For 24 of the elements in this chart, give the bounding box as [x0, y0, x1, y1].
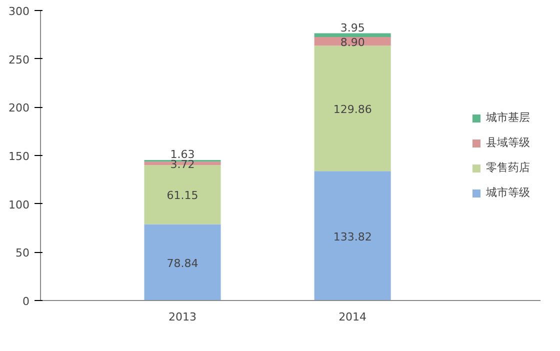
- y-tick-label: 150: [8, 150, 30, 163]
- legend-label: 城市基层: [486, 110, 530, 125]
- data-label: 129.86: [333, 102, 372, 116]
- bar: [144, 224, 221, 300]
- y-tick-label: 50: [16, 246, 30, 260]
- y-tick-label: 200: [8, 102, 30, 115]
- bar: [314, 33, 391, 38]
- data-label: 3.95: [340, 21, 365, 34]
- x-tick-label: 2013: [168, 310, 197, 324]
- data-label: 3.72: [170, 158, 195, 171]
- y-tick-label: 0: [22, 295, 30, 308]
- data-label: 133.82: [333, 230, 372, 244]
- x-tick-label: 2014: [338, 310, 367, 324]
- y-tick-label: 250: [8, 53, 30, 66]
- y-tick-label: 100: [8, 198, 30, 212]
- legend-label: 零售药店: [486, 160, 530, 175]
- data-label: 61.15: [166, 189, 198, 202]
- legend-label: 县域等级: [486, 135, 530, 150]
- y-tick-label: 300: [8, 5, 30, 18]
- bar: [314, 46, 391, 172]
- data-label: 8.90: [340, 36, 365, 49]
- legend-label: 城市等级: [486, 185, 530, 200]
- data-label: 78.84: [166, 256, 198, 270]
- bar: [314, 171, 391, 300]
